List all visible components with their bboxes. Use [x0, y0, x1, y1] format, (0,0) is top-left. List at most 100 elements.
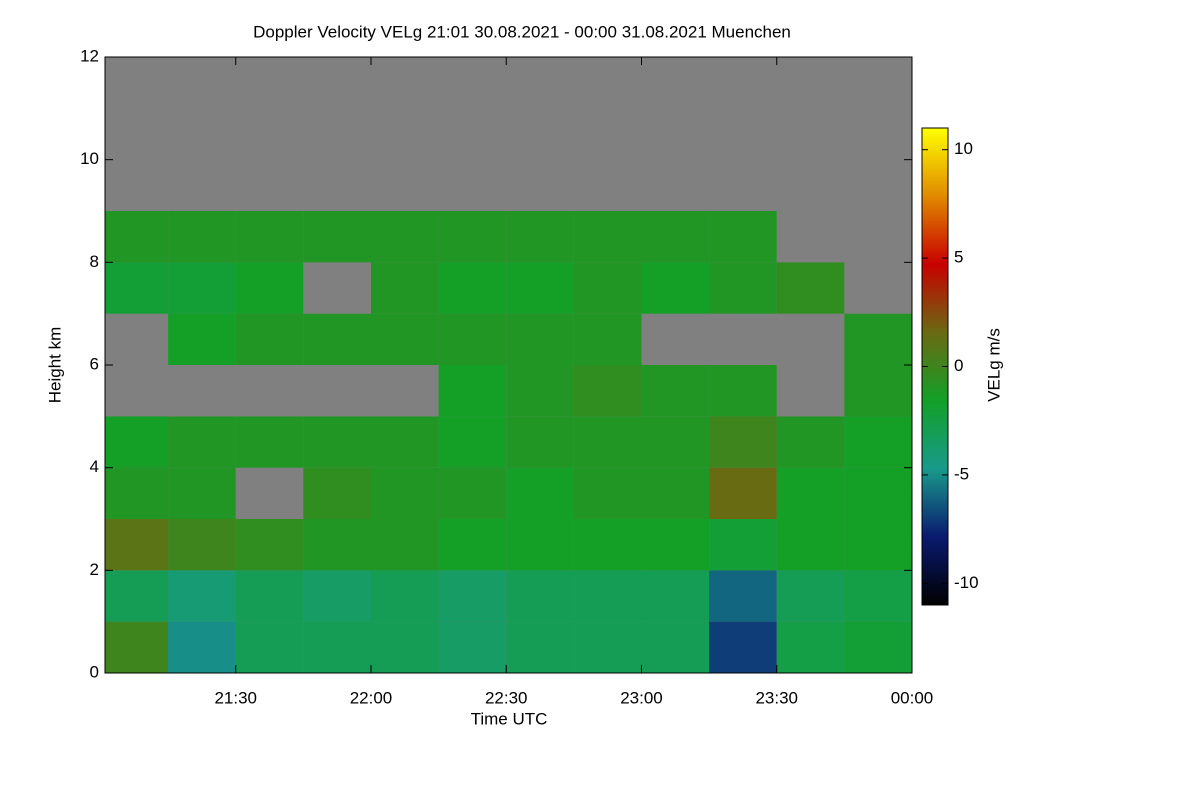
heatmap-cell: [776, 365, 845, 417]
heatmap-cell: [235, 313, 304, 365]
heatmap-cell: [506, 108, 574, 160]
heatmap-cell: [844, 57, 912, 109]
heatmap-cell: [506, 570, 574, 622]
heatmap-cell: [506, 519, 574, 571]
heatmap-cell: [105, 211, 169, 263]
heatmap-cell: [506, 365, 574, 417]
heatmap-cell: [573, 211, 642, 263]
heatmap-cell: [438, 621, 507, 673]
heatmap-cell: [573, 621, 642, 673]
heatmap-cell: [709, 211, 777, 263]
heatmap-cell: [776, 262, 845, 314]
heatmap-cell: [168, 416, 236, 468]
heatmap-cell: [776, 570, 845, 622]
heatmap-cell: [776, 519, 845, 571]
heatmap-cell: [438, 211, 507, 263]
y-tick-label: 8: [90, 252, 99, 271]
y-tick-label: 12: [80, 46, 99, 65]
heatmap-cell: [776, 159, 845, 211]
heatmap-cell: [438, 313, 507, 365]
heatmap-cell: [235, 519, 304, 571]
heatmap-cell: [506, 159, 574, 211]
heatmap-cell: [168, 365, 236, 417]
heatmap-cell: [844, 108, 912, 160]
colorbar-tick-label: 5: [954, 248, 963, 267]
heatmap-cell: [709, 313, 777, 365]
heatmap-cell: [844, 519, 912, 571]
heatmap-cell: [303, 621, 371, 673]
heatmap-cell: [370, 467, 439, 519]
heatmap-cell: [844, 262, 912, 314]
heatmap-cell: [168, 211, 236, 263]
heatmap-cell: [105, 262, 169, 314]
heatmap-cell: [844, 570, 912, 622]
heatmap-cell: [709, 416, 777, 468]
heatmap-cell: [235, 467, 304, 519]
heatmap-cell: [303, 57, 371, 109]
heatmap-cell: [235, 621, 304, 673]
heatmap-cell: [235, 416, 304, 468]
heatmap-cell: [641, 108, 710, 160]
heatmap-cell: [776, 467, 845, 519]
heatmap-cell: [438, 570, 507, 622]
heatmap-cell: [709, 365, 777, 417]
x-tick-label: 22:30: [485, 688, 528, 707]
heatmap-cell: [641, 313, 710, 365]
heatmap-cell: [235, 570, 304, 622]
heatmap-cell: [370, 262, 439, 314]
heatmap-cell: [776, 211, 845, 263]
heatmap-cell: [303, 570, 371, 622]
y-tick-label: 6: [90, 354, 99, 373]
heatmap-cell: [573, 416, 642, 468]
heatmap-cell: [105, 57, 169, 109]
x-tick-label: 22:00: [350, 688, 393, 707]
heatmap-cell: [303, 313, 371, 365]
y-tick-label: 0: [90, 662, 99, 681]
heatmap-cell: [573, 159, 642, 211]
heatmap-cell: [844, 467, 912, 519]
y-tick-label: 10: [80, 149, 99, 168]
heatmap-cell: [438, 57, 507, 109]
colorbar-tick-label: 10: [954, 139, 973, 158]
heatmap-cell: [370, 519, 439, 571]
heatmap-cell: [844, 313, 912, 365]
heatmap-cell: [303, 365, 371, 417]
x-tick-label: 00:00: [891, 688, 934, 707]
heatmap-cell: [370, 313, 439, 365]
heatmap-cell: [438, 519, 507, 571]
heatmap-cell: [105, 519, 169, 571]
heatmap-cell: [105, 313, 169, 365]
heatmap-cell: [105, 621, 169, 673]
heatmap-cell: [776, 621, 845, 673]
heatmap-cell: [641, 365, 710, 417]
heatmap-cell: [168, 621, 236, 673]
heatmap-cell: [573, 313, 642, 365]
y-tick-label: 2: [90, 560, 99, 579]
heatmap-cell: [168, 570, 236, 622]
heatmap-cell: [844, 365, 912, 417]
heatmap-cell: [776, 57, 845, 109]
heatmap-cell: [506, 467, 574, 519]
heatmap-cell: [105, 467, 169, 519]
heatmap-cell: [303, 211, 371, 263]
heatmap-cell: [303, 467, 371, 519]
heatmap-cell: [438, 365, 507, 417]
heatmap-cell: [641, 159, 710, 211]
heatmap-cell: [641, 262, 710, 314]
heatmap-cell: [573, 365, 642, 417]
heatmap-cell: [776, 313, 845, 365]
x-tick-label: 21:30: [214, 688, 257, 707]
heatmap-cell: [506, 313, 574, 365]
heatmap-cell: [168, 313, 236, 365]
heatmap-cell: [641, 519, 710, 571]
heatmap-cell: [438, 262, 507, 314]
heatmap-cell: [235, 57, 304, 109]
heatmap-cell: [641, 570, 710, 622]
x-axis-label: Time UTC: [471, 709, 548, 728]
heatmap-cell: [641, 416, 710, 468]
colorbar-tick-label: -10: [954, 573, 979, 592]
heatmap-cell: [709, 159, 777, 211]
heatmap-cell: [573, 467, 642, 519]
heatmap-cell: [105, 416, 169, 468]
